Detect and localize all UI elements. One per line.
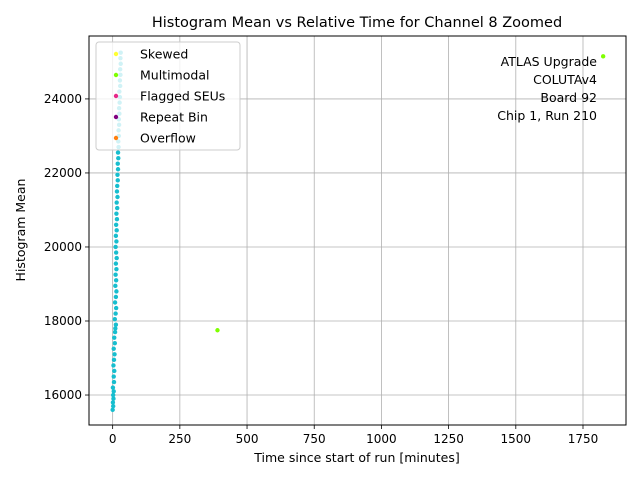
point-main-21: [113, 305, 119, 311]
point-main-25: [113, 283, 118, 289]
point-main-8: [111, 374, 116, 379]
point-main-13: [111, 346, 116, 351]
x-axis-label: Time since start of run [minutes]: [253, 450, 459, 465]
x-tick-label-1: 250: [168, 432, 191, 446]
point-main-41: [115, 194, 120, 200]
legend-label-3: Repeat Bin: [140, 110, 208, 125]
y-axis: 16000 18000 20000 22000 24000: [44, 92, 89, 402]
point-main-3: [111, 396, 116, 401]
point-multimodal-1: [600, 54, 606, 59]
point-main-32: [113, 244, 118, 250]
point-main-44: [115, 178, 120, 183]
point-main-10: [111, 363, 116, 368]
y-tick-label-4: 24000: [44, 92, 82, 106]
point-main-33: [114, 239, 119, 244]
x-tick-label-4: 1000: [366, 432, 397, 446]
point-main-48: [116, 155, 121, 161]
chart-title: Histogram Mean vs Relative Time for Chan…: [152, 15, 562, 31]
plot-frame: [88, 35, 627, 426]
point-main-17: [113, 326, 118, 331]
annotation-line-2: Board 92: [540, 90, 597, 105]
point-main-20: [113, 311, 118, 316]
point-main-36: [113, 222, 119, 227]
point-multimodal-0: [215, 328, 220, 333]
point-main-23: [113, 294, 119, 300]
point-main-5: [111, 389, 116, 394]
point-main-28: [114, 266, 119, 272]
point-main-35: [114, 228, 119, 233]
legend-box: [95, 41, 241, 151]
x-axis: 0 250 500 750 1000 1250 1500 1750: [109, 425, 598, 446]
point-main-46: [115, 167, 121, 172]
legend-marker-4: [113, 135, 119, 141]
x-tick-label-0: 0: [109, 432, 117, 446]
point-main-9: [112, 368, 117, 374]
y-tick-label-0: 16000: [44, 388, 82, 402]
point-main-0: [110, 407, 115, 413]
point-main-42: [114, 189, 120, 194]
grid: [89, 36, 626, 425]
y-axis-label: Histogram Mean: [13, 179, 28, 282]
point-main-29: [113, 261, 119, 266]
legend-label-1: Multimodal: [140, 68, 209, 83]
annotation-line-1: COLUTAv4: [533, 72, 597, 87]
x-tick-label-2: 500: [236, 432, 259, 446]
legend-label-2: Flagged SEUs: [140, 89, 225, 104]
point-main-19: [112, 316, 118, 322]
point-main-4: [110, 392, 116, 398]
point-main-14: [112, 341, 118, 346]
legend: Skewed Multimodal Flagged SEUs Repeat Bin Ov…: [95, 41, 241, 151]
annotation-line-0: ATLAS Upgrade: [501, 54, 598, 69]
legend-marker-2: [113, 93, 119, 99]
point-main-6: [110, 385, 116, 390]
y-tick-label-1: 18000: [44, 314, 82, 328]
legend-marker-1: [113, 72, 119, 78]
point-main-37: [114, 217, 120, 222]
x-tick-label-6: 1500: [501, 432, 532, 446]
point-main-38: [114, 211, 119, 216]
point-main-39: [115, 205, 120, 211]
point-main-24: [114, 289, 119, 294]
legend-label-4: Overflow: [140, 131, 196, 146]
y-tick-label-3: 22000: [44, 166, 82, 180]
point-main-49: [115, 150, 121, 155]
point-main-1: [110, 403, 116, 409]
point-main-15: [112, 335, 117, 340]
point-main-27: [113, 272, 118, 277]
point-main-12: [112, 352, 117, 357]
point-main-22: [112, 300, 118, 305]
x-tick-label-5: 1250: [433, 432, 464, 446]
x-tick-label-3: 750: [303, 432, 326, 446]
point-main-34: [113, 233, 119, 239]
point-main-2: [110, 400, 116, 405]
annotation-line-3: Chip 1, Run 210: [497, 108, 597, 123]
point-main-11: [111, 357, 117, 363]
legend-label-0: Skewed: [140, 47, 188, 62]
point-main-26: [113, 278, 119, 283]
point-main-40: [114, 200, 119, 205]
point-main-18: [113, 322, 119, 327]
point-main-31: [113, 250, 119, 255]
legend-marker-3: [113, 114, 119, 120]
point-main-7: [111, 379, 117, 385]
y-tick-label-2: 20000: [44, 240, 82, 254]
point-main-16: [112, 329, 118, 335]
point-main-43: [115, 183, 120, 189]
point-main-30: [114, 255, 119, 261]
legend-marker-0: [113, 51, 119, 57]
point-main-47: [115, 161, 120, 166]
x-tick-label-7: 1750: [568, 432, 599, 446]
point-main-45: [115, 172, 120, 177]
run-annotation: ATLAS Upgrade COLUTAv4 Board 92 Chip 1, Run…: [497, 54, 597, 123]
